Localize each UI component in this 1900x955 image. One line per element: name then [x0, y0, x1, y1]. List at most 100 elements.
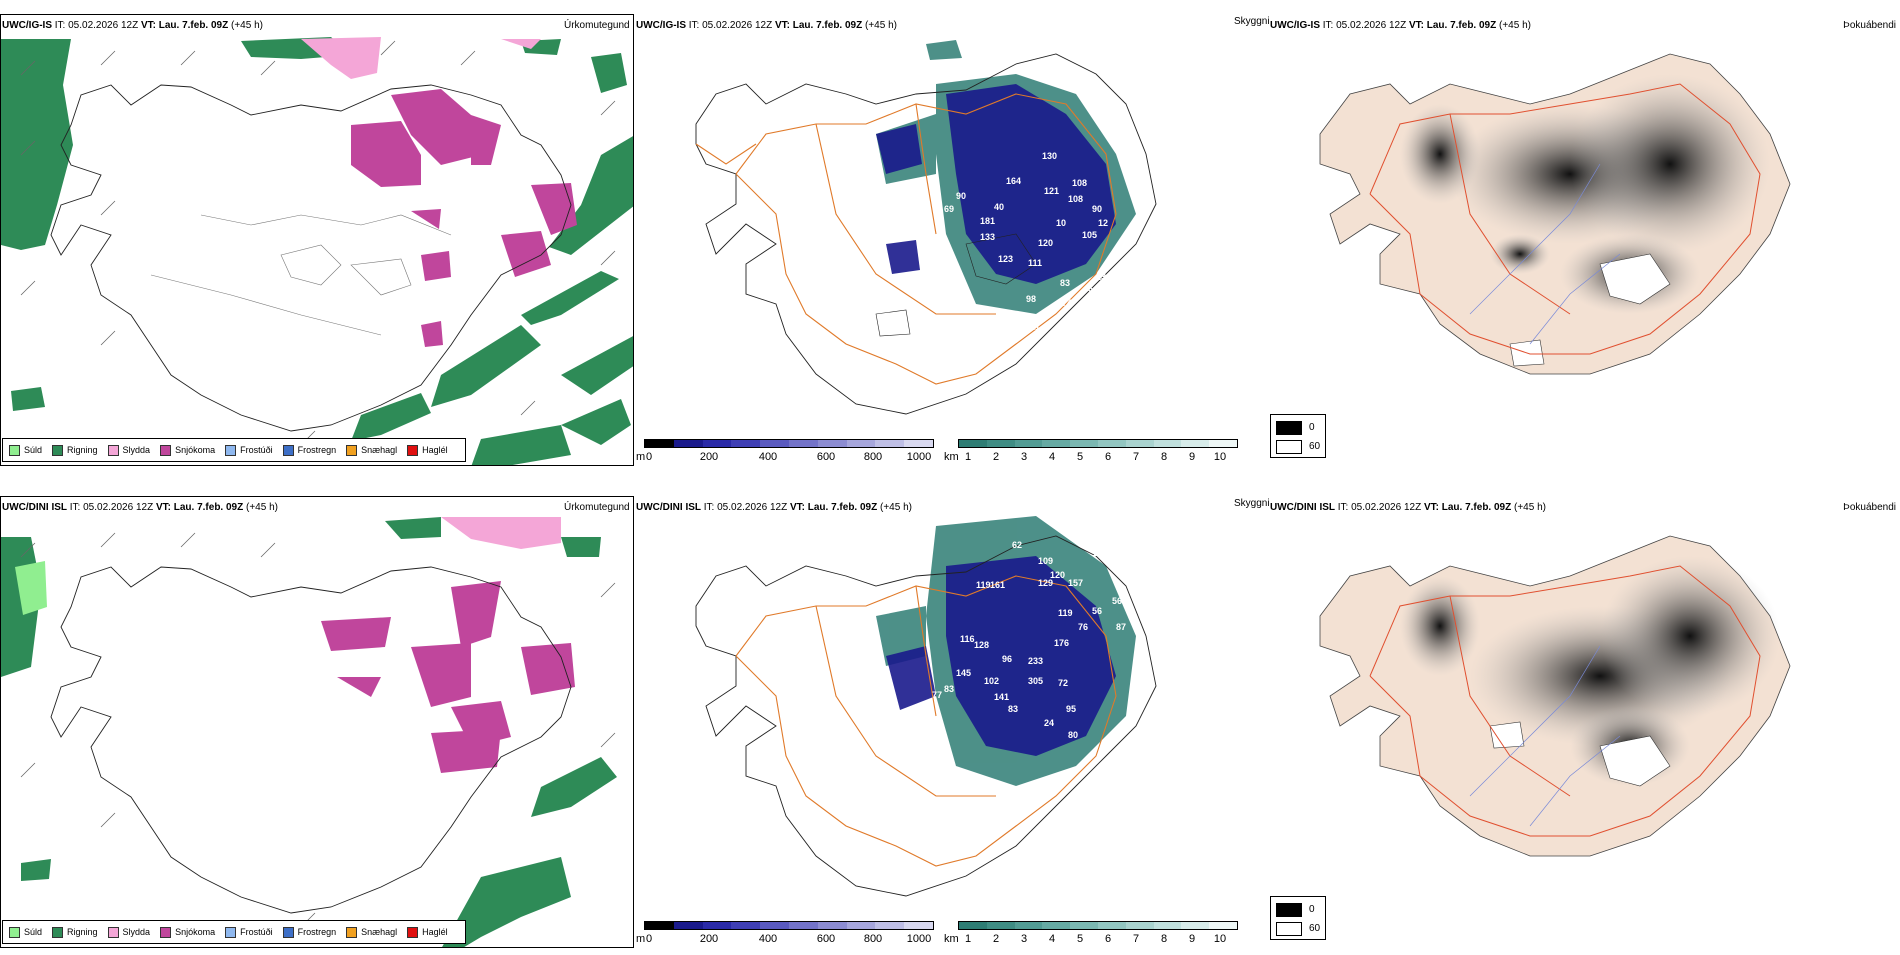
iceland-coastline-b	[50, 566, 572, 914]
ceiling-value-label: 157	[1068, 578, 1083, 588]
precip-type-legend-top: Súld Rigning Slydda Snjókoma Frostúði Fr…	[2, 438, 466, 462]
ceiling-value-label: 56	[1112, 596, 1122, 606]
vt-value: Lau. 7.feb. 09Z	[158, 20, 229, 31]
ceiling-value-label: 90	[956, 191, 966, 201]
ceiling-value-label: 83	[1008, 704, 1018, 714]
ceiling-value-label: 133	[980, 232, 995, 242]
visibility-colorbar-bottom: km 1 2 3 4 5 6 7 8 9 10	[944, 921, 1244, 955]
precip-type-map-bottom	[1, 517, 617, 947]
header-fog-top: UWC/IG-IS IT: 05.02.2026 12Z VT: Lau. 7.…	[1270, 20, 1531, 31]
legend-item-hail: Haglél	[407, 926, 448, 938]
sleet-areas	[301, 37, 541, 79]
lead-time: (+45 h)	[231, 20, 263, 31]
ceiling-value-label: 151	[1094, 302, 1109, 312]
ceiling-value-label: 120	[1038, 238, 1053, 248]
ceiling-value-label: 95	[1066, 704, 1076, 714]
road-network-b	[735, 575, 1117, 867]
ceiling-value-label: 108	[1068, 194, 1083, 204]
field-name-precip-top: Úrkomutegund	[564, 20, 630, 31]
ceiling-value-label: 119	[1058, 608, 1073, 618]
legend-item-rain: Rigning	[52, 926, 98, 938]
legend-item-snow: Snjókoma	[160, 926, 215, 938]
ceiling-value-label: 21	[1030, 322, 1040, 332]
road-network	[695, 93, 1117, 385]
ceiling-value-label: 94	[942, 284, 952, 294]
ceiling-value-label: 62	[1012, 540, 1022, 550]
legend-item-drizzle: Súld	[9, 926, 42, 938]
ceiling-value-label: 96	[1002, 654, 1012, 664]
legend-item-hail: Haglél	[407, 444, 448, 456]
ceiling-value-label: 330	[1068, 516, 1083, 526]
field-name-cloud-bottom: Skyggni	[1234, 498, 1270, 509]
legend-item-snow: Snjókoma	[160, 444, 215, 456]
roads-fog-b	[1369, 565, 1761, 837]
glaciers-fog-b	[1489, 721, 1671, 787]
visibility-colorbar-top: km 1 2 3 4 5 6 7 8 9 10	[944, 439, 1244, 473]
ceiling-value-label: 129	[1038, 578, 1053, 588]
rivers-fog-b	[1469, 645, 1621, 827]
legend-item-snow-pellets: Snæhagl	[346, 444, 397, 456]
ceiling-value-label: 174	[1092, 548, 1107, 558]
legend-item-drizzle: Súld	[9, 444, 42, 456]
ceiling-value-label: 121	[1044, 186, 1059, 196]
fog-index-map-top	[1319, 53, 1791, 375]
snow-areas-b	[321, 581, 575, 773]
ceiling-value-label: 56	[1092, 606, 1102, 616]
fog-index-map-panel-top	[1270, 14, 1900, 414]
glaciers	[875, 233, 1037, 337]
glaciers-roads	[150, 214, 452, 336]
ceiling-value-label: 40	[994, 202, 1004, 212]
fog-shading-b	[1400, 556, 1780, 786]
ceiling-value-label: 176	[1054, 638, 1069, 648]
ceiling-value-label: 87	[1116, 622, 1126, 632]
ceiling-value-label: 72	[1058, 678, 1068, 688]
ceiling-value-label: 83	[944, 684, 954, 694]
roads-fog	[1369, 83, 1761, 355]
ceiling-value-label: 83	[1060, 278, 1070, 288]
ceiling-value-label: 235	[1108, 282, 1123, 292]
vt-label: VT:	[140, 20, 156, 31]
ceiling-value-label: 69	[944, 204, 954, 214]
legend-item-freezing-rain: Frostregn	[282, 444, 336, 456]
ceiling-value-label: 77	[932, 690, 942, 700]
header-fog-bottom: UWC/DINI ISL IT: 05.02.2026 12Z VT: Lau.…	[1270, 502, 1546, 513]
fog-shading	[1400, 74, 1770, 314]
fog-index-map-bottom	[1319, 535, 1791, 857]
legend-item-rain: Rigning	[52, 444, 98, 456]
ceiling-value-label: 24	[1044, 718, 1054, 728]
it-label: IT:	[54, 20, 66, 31]
legend-item-sleet: Slydda	[107, 444, 150, 456]
ceiling-value-label: 116	[960, 634, 975, 644]
legend-item-sleet: Slydda	[107, 926, 150, 938]
fog-index-map-panel-bottom	[1270, 496, 1900, 896]
iceland-coastline-2b	[695, 535, 1157, 897]
precip-type-legend-bottom: Súld Rigning Slydda Snjókoma Frostúði Fr…	[2, 920, 466, 944]
ceiling-value-label: 123	[998, 254, 1013, 264]
fog-legend-top: 0 60	[1270, 414, 1326, 458]
ceiling-value-label: 108	[1072, 178, 1087, 188]
header-precip-bottom: UWC/DINI ISL IT: 05.02.2026 12Z VT: Lau.…	[2, 502, 278, 513]
iceland-coastline	[50, 84, 572, 432]
field-name-cloud-top: Skyggni	[1234, 16, 1270, 27]
ceiling-value-label: 305	[1028, 676, 1043, 686]
ceiling-value-label: 10	[1026, 356, 1036, 366]
precip-type-map-panel-top	[0, 14, 634, 466]
header-cloud-bottom: UWC/DINI ISL IT: 05.02.2026 12Z VT: Lau.…	[636, 502, 912, 513]
ceiling-value-label: 141	[994, 692, 1009, 702]
legend-item-freezing-rain: Frostregn	[282, 926, 336, 938]
precip-type-map-panel-bottom	[0, 496, 634, 948]
ceiling-value-label: 74	[1062, 298, 1072, 308]
ceiling-areas	[876, 84, 1116, 284]
ceiling-areas-b	[886, 556, 1116, 756]
field-name-precip-bottom: Úrkomutegund	[564, 502, 630, 513]
ceiling-value-label: 161	[990, 580, 1005, 590]
header-cloud-top: UWC/IG-IS IT: 05.02.2026 12Z VT: Lau. 7.…	[636, 20, 897, 31]
ceiling-value-label: 12	[1098, 218, 1108, 228]
field-name-fog-bottom: Þokuábendi	[1843, 502, 1896, 513]
fog-legend-bottom: 0 60	[1270, 896, 1326, 940]
ceiling-value-label: 105	[1082, 230, 1097, 240]
rain-areas-b	[1, 517, 617, 947]
